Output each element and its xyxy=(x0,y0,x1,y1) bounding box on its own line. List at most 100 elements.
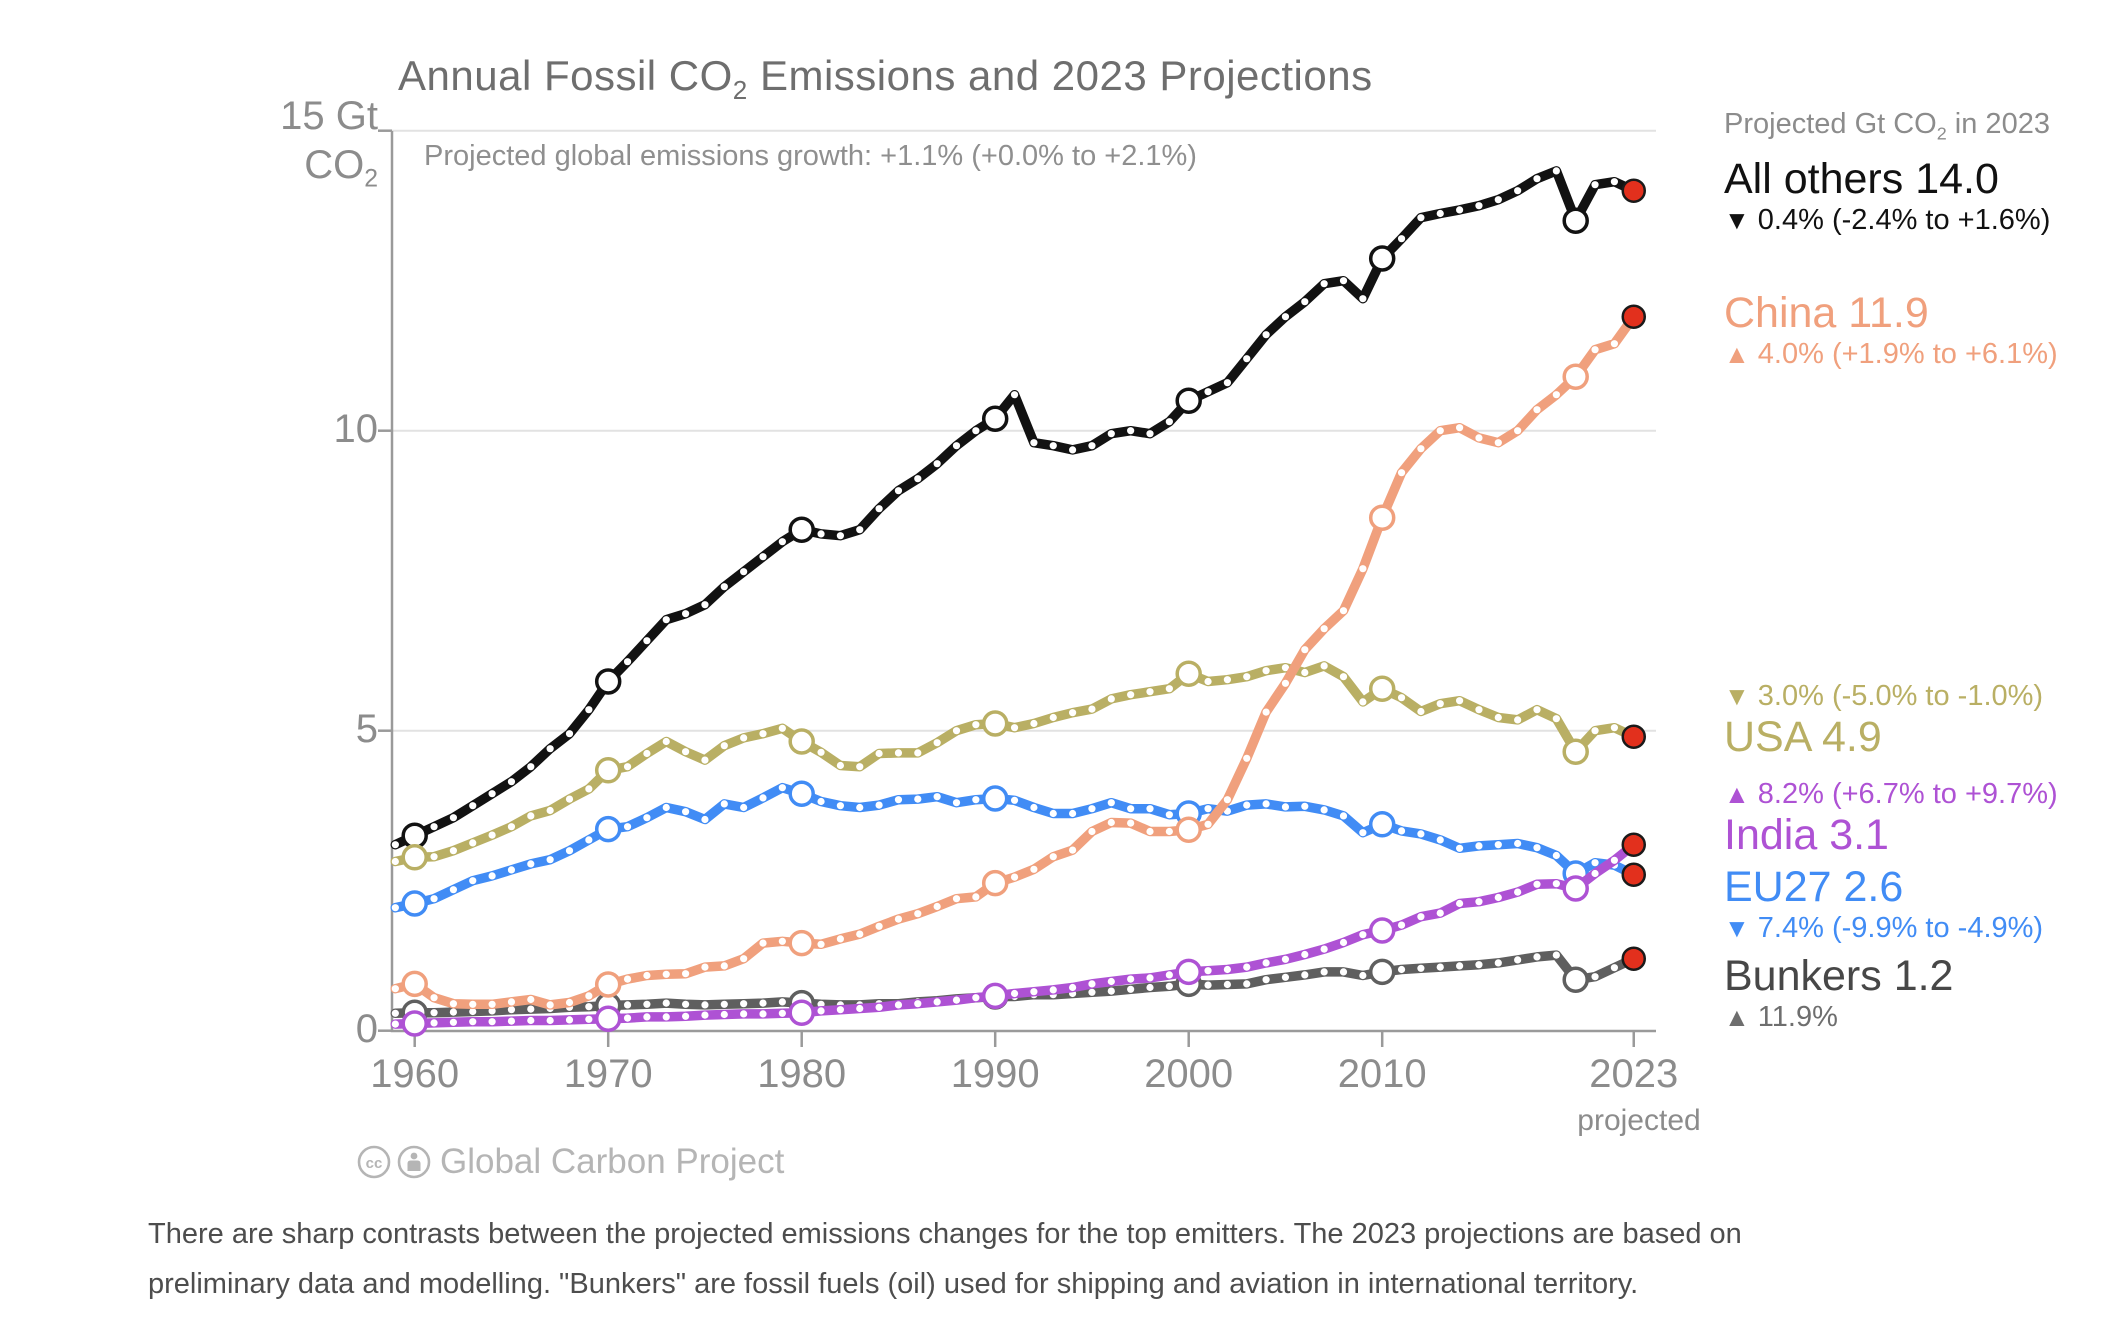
year-dot xyxy=(643,1000,651,1008)
year-dot xyxy=(933,998,941,1006)
down-triangle-icon: ▼ xyxy=(1724,913,1750,944)
decade-marker-india-1970 xyxy=(594,1005,622,1032)
year-dot xyxy=(1030,988,1038,996)
year-dot xyxy=(449,847,457,855)
year-dot xyxy=(1552,880,1560,888)
year-dot xyxy=(856,803,864,812)
year-dot xyxy=(1146,974,1154,982)
year-dot xyxy=(720,800,728,808)
year-dot xyxy=(1204,981,1212,989)
year-dot xyxy=(914,795,922,803)
year-dot xyxy=(1204,967,1212,975)
decade-marker-india-2010 xyxy=(1368,917,1396,944)
year-dot xyxy=(1514,888,1522,896)
year-dot xyxy=(1436,700,1444,708)
year-dot xyxy=(1610,178,1618,186)
year-dot xyxy=(1397,469,1406,477)
year-dot xyxy=(1069,709,1077,717)
year-dot xyxy=(1533,844,1541,852)
year-dot xyxy=(894,1001,903,1009)
year-dot xyxy=(1165,418,1173,426)
x-tick-label-2023: 2023 xyxy=(1589,1052,1679,1096)
year-dot xyxy=(391,985,399,993)
year-dot xyxy=(778,784,786,792)
year-dot xyxy=(875,505,883,513)
decade-marker-china-1990 xyxy=(981,869,1009,897)
year-dot xyxy=(682,808,690,816)
legend-item-all-others: All others 14.0 ▼ 0.4% (-2.4% to +1.6%) xyxy=(1724,155,2050,238)
year-dot xyxy=(1030,865,1038,873)
year-dot xyxy=(856,763,864,771)
year-dot xyxy=(623,658,632,666)
year-dot xyxy=(546,745,554,753)
year-dot xyxy=(836,935,845,943)
year-dot xyxy=(1514,427,1522,435)
year-dot xyxy=(1339,938,1348,947)
year-dot xyxy=(1281,973,1290,981)
year-dot xyxy=(527,1005,535,1013)
year-dot xyxy=(430,994,438,1002)
year-dot xyxy=(1301,668,1309,677)
year-dot xyxy=(1397,921,1406,929)
legend-label-bunkers: Bunkers 1.2 xyxy=(1724,952,1954,1000)
decade-marker-all-others-1980 xyxy=(788,516,815,543)
year-dot xyxy=(1223,676,1231,684)
year-dot xyxy=(1204,388,1212,396)
year-dot xyxy=(1146,827,1154,836)
decade-marker-usa-1990 xyxy=(981,710,1009,737)
year-dot xyxy=(1494,841,1502,849)
year-dot xyxy=(740,1010,748,1018)
projection-dot-india xyxy=(1621,832,1646,857)
year-dot xyxy=(778,998,786,1006)
year-dot xyxy=(1223,379,1231,387)
year-dot xyxy=(759,553,767,561)
year-dot xyxy=(1146,688,1154,696)
chart-title: Annual Fossil CO2 Emissions and 2023 Pro… xyxy=(398,52,1373,106)
year-dot xyxy=(1397,694,1406,702)
year-dot xyxy=(507,866,516,874)
year-dot xyxy=(391,857,399,866)
year-dot xyxy=(1262,959,1270,967)
decade-marker-usa-1980 xyxy=(788,728,815,755)
year-dot xyxy=(1088,988,1096,996)
year-dot xyxy=(1146,430,1154,438)
year-dot xyxy=(643,637,651,645)
year-dot xyxy=(759,939,767,947)
decade-marker-india-1960 xyxy=(401,1010,428,1037)
year-dot xyxy=(1456,844,1464,852)
year-dot xyxy=(817,530,825,538)
cc-license-icon: cc xyxy=(357,1145,391,1179)
year-dot xyxy=(701,1001,709,1009)
year-dot xyxy=(720,1010,728,1019)
year-dot xyxy=(1223,980,1231,989)
year-dot xyxy=(488,790,496,798)
year-dot xyxy=(527,812,535,820)
year-dot xyxy=(1243,673,1251,681)
series-line-bunkers xyxy=(390,950,1639,1019)
year-dot xyxy=(469,802,477,810)
year-dot xyxy=(701,963,709,971)
projection-dot-eu27 xyxy=(1621,862,1646,887)
year-dot xyxy=(1301,646,1309,654)
year-dot xyxy=(914,475,922,483)
year-dot xyxy=(875,922,883,930)
year-dot xyxy=(875,801,883,809)
year-dot xyxy=(1397,827,1406,835)
year-dot xyxy=(682,748,690,756)
year-dot xyxy=(914,1000,922,1008)
year-dot xyxy=(1456,424,1464,432)
year-dot xyxy=(972,994,980,1002)
year-dot xyxy=(585,992,593,1000)
year-dot xyxy=(546,1016,554,1025)
year-dot xyxy=(1243,754,1251,762)
year-dot xyxy=(1107,818,1115,827)
year-dot xyxy=(720,1000,728,1008)
year-dot xyxy=(1165,971,1173,979)
year-dot xyxy=(1494,439,1502,447)
y-axis-unit-label: 15 Gt CO2 xyxy=(280,94,378,193)
year-dot xyxy=(1088,827,1096,836)
year-dot xyxy=(778,538,786,546)
cc-license-icons: cc xyxy=(356,1144,432,1180)
